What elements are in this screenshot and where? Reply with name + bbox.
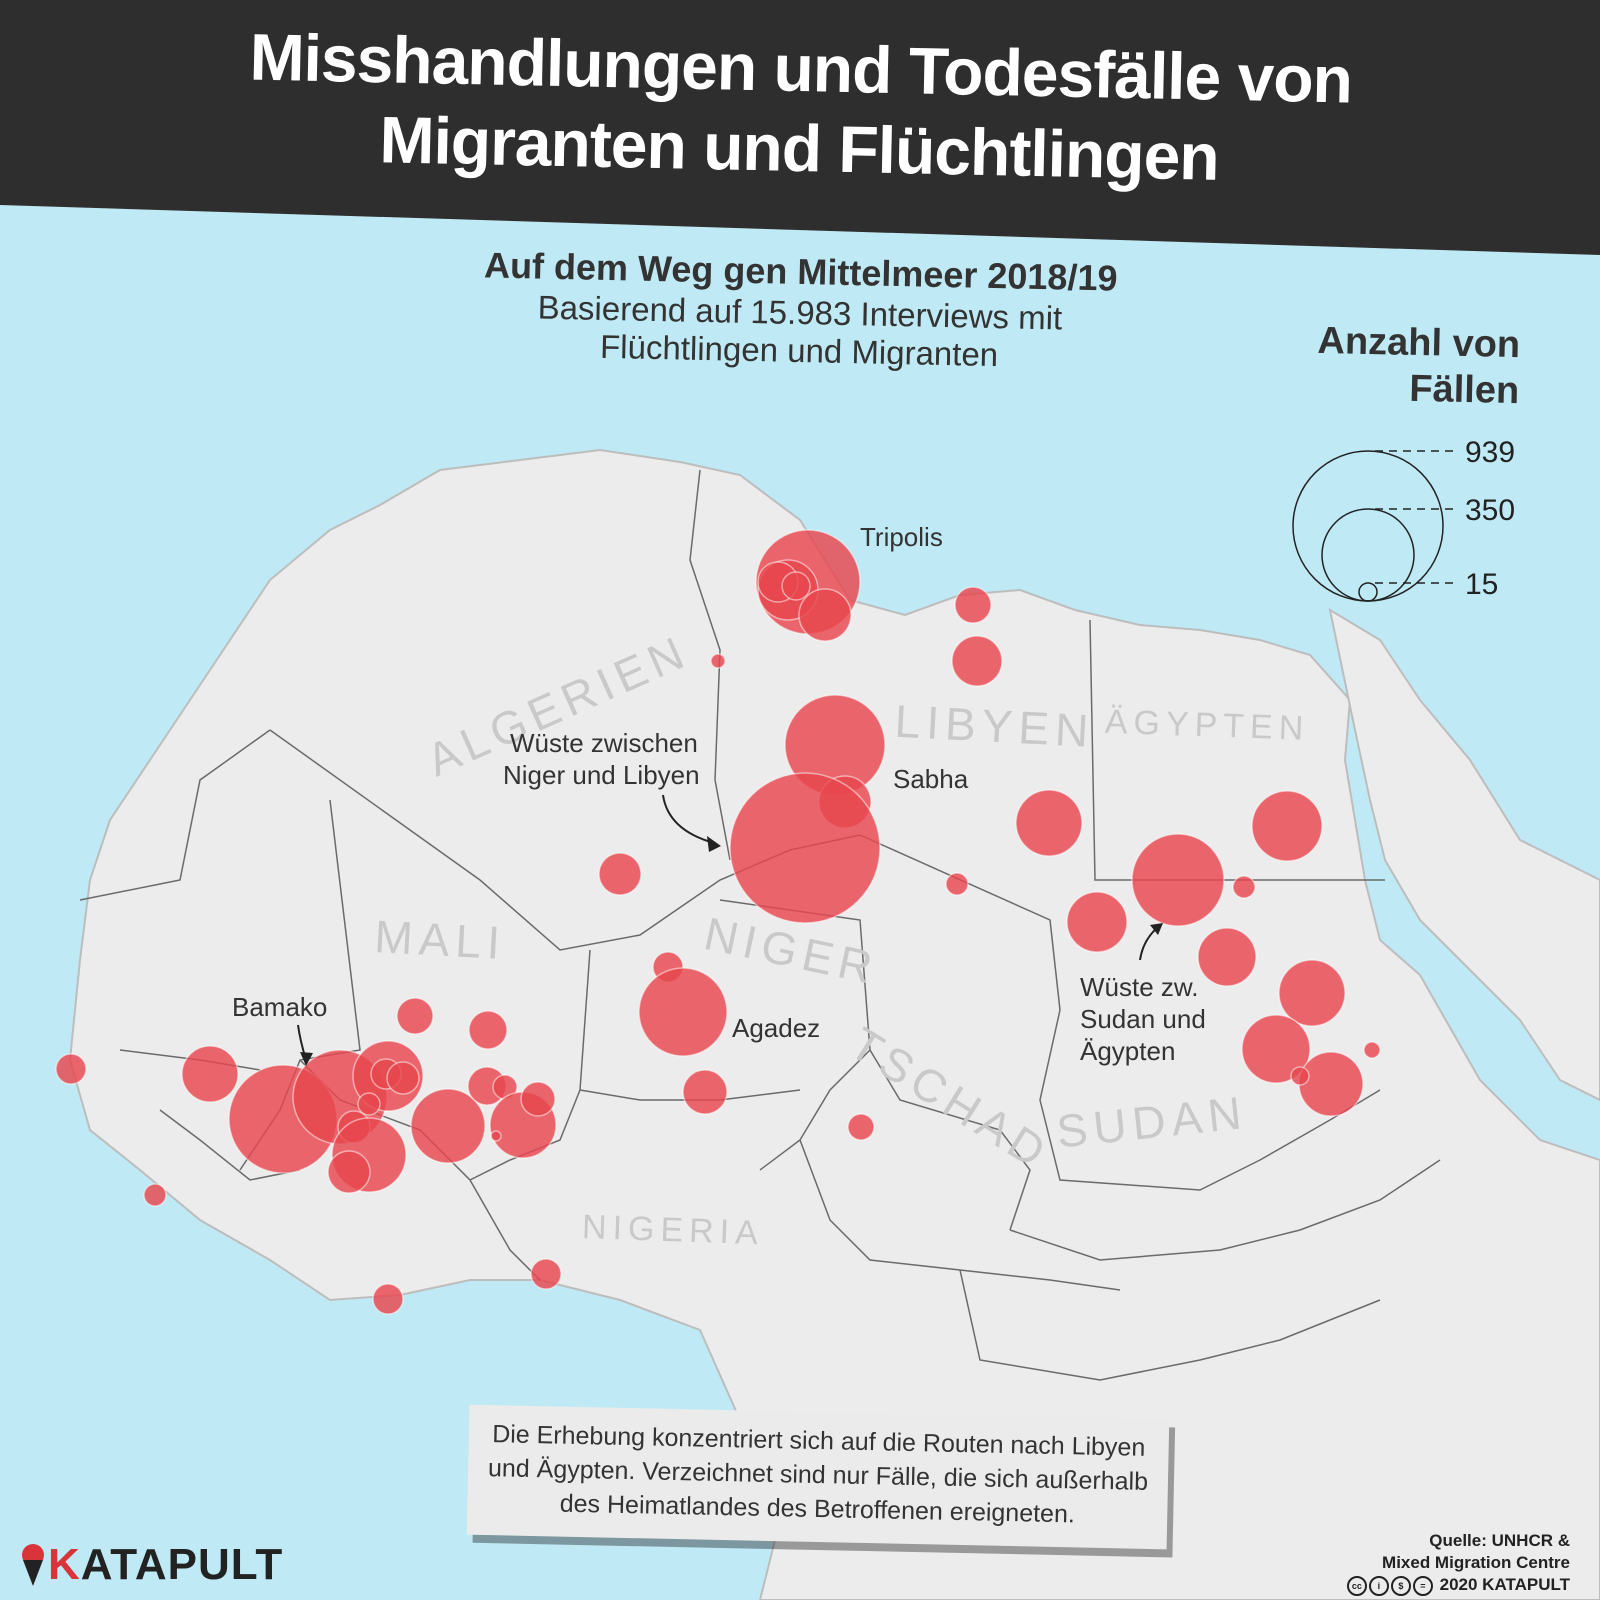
nd-icon: = [1412, 1575, 1433, 1596]
source-line-1: Quelle: UNHCR & [1429, 1531, 1570, 1550]
case-circle [1241, 1014, 1311, 1084]
label-wueste-niger-libyen-1: Wüste zwischen [510, 728, 698, 758]
info-note: Die Erhebung konzentriert sich auf die R… [466, 1404, 1170, 1550]
legend-title: Anzahl von Fällen [1316, 318, 1521, 414]
nc-icon: $ [1390, 1575, 1411, 1596]
subtitle: Auf dem Weg gen Mittelmeer 2018/19 Basie… [379, 241, 1221, 379]
by-icon: i [1368, 1575, 1389, 1596]
case-circle [682, 1069, 728, 1115]
city-label-sabha: Sabha [893, 764, 969, 794]
case-circle [520, 1081, 556, 1117]
label-wueste-sudan-2: Sudan und [1080, 1004, 1206, 1034]
legend-circle-350 [1321, 508, 1415, 602]
case-circle [530, 1258, 562, 1290]
case-circle [1232, 875, 1256, 899]
case-circle [1015, 789, 1083, 857]
legend-leaders [1375, 450, 1458, 584]
title-banner: Misshandlungen und Todesfälle von Migran… [0, 0, 1600, 255]
case-circle [490, 1130, 502, 1142]
label-wueste-sudan-1: Wüste zw. [1080, 972, 1198, 1002]
case-circle-wueste-sudan [1131, 833, 1225, 927]
case-circle [710, 653, 726, 669]
source-line-2: Mixed Migration Centre [1382, 1553, 1570, 1572]
case-circle [798, 588, 852, 642]
country-label-libyen: LIBYEN [894, 695, 1096, 757]
case-circle [945, 872, 969, 896]
city-label-bamako: Bamako [232, 992, 327, 1022]
legend-value-350: 350 [1465, 494, 1515, 527]
cc-icon: cc [1346, 1575, 1367, 1596]
case-circles [55, 529, 1381, 1315]
legend-value-15: 15 [1465, 568, 1498, 601]
case-circle [386, 1061, 420, 1095]
case-circle [181, 1045, 239, 1103]
source-credit: Quelle: UNHCR & Mixed Migration Centre c… [1346, 1530, 1570, 1596]
arrow-heads [300, 836, 1163, 1066]
case-circle [1197, 927, 1257, 987]
case-circle [598, 852, 642, 896]
case-circle [55, 1053, 87, 1085]
case-circle-agadez [638, 967, 728, 1057]
label-wueste-sudan-3: Ägypten [1080, 1036, 1175, 1066]
case-circle [1363, 1041, 1381, 1059]
case-circle [327, 1150, 371, 1194]
logo-text: KATAPULT [48, 1540, 284, 1589]
legend-value-939: 939 [1465, 436, 1515, 469]
land-arabia [1328, 607, 1600, 1102]
case-circle [1290, 1066, 1310, 1086]
label-wueste-niger-libyen-2: Niger und Libyen [503, 760, 700, 790]
case-circle [847, 1113, 875, 1141]
city-label-agadez: Agadez [732, 1013, 820, 1043]
legend-title-line-1: Anzahl von [1317, 319, 1521, 367]
case-circle [372, 1283, 404, 1315]
legend-title-line-2: Fällen [1409, 367, 1520, 413]
legend-circle-15 [1358, 582, 1378, 602]
arrow-wueste-niger-libyen [662, 794, 715, 844]
case-circle [1251, 790, 1323, 862]
country-label-aegypten: ÄGYPTEN [1104, 703, 1310, 748]
source-line-3: cc i $ = 2020 KATAPULT [1346, 1574, 1570, 1596]
case-circle [951, 635, 1003, 687]
legend-circle-939 [1292, 450, 1444, 602]
katapult-logo: KATAPULT [18, 1540, 283, 1590]
case-circle [396, 997, 434, 1035]
case-circle [1066, 891, 1128, 953]
page-title: Misshandlungen und Todesfälle von Migran… [0, 11, 1600, 204]
legend-circles [1292, 450, 1444, 602]
case-circle [410, 1088, 486, 1164]
case-circle-wueste-niger-libyen [729, 772, 881, 924]
case-circle [357, 1092, 381, 1116]
country-label-mali: MALI [373, 910, 507, 969]
case-circle [1278, 959, 1346, 1027]
case-circle [781, 571, 811, 601]
ice-cream-icon [22, 1544, 44, 1586]
city-label-tripolis: Tripolis [860, 522, 943, 552]
country-label-nigeria: NIGERIA [581, 1208, 764, 1252]
case-circle [954, 586, 992, 624]
case-circle [143, 1183, 167, 1207]
case-circle [1298, 1051, 1364, 1117]
case-circle [468, 1010, 508, 1050]
